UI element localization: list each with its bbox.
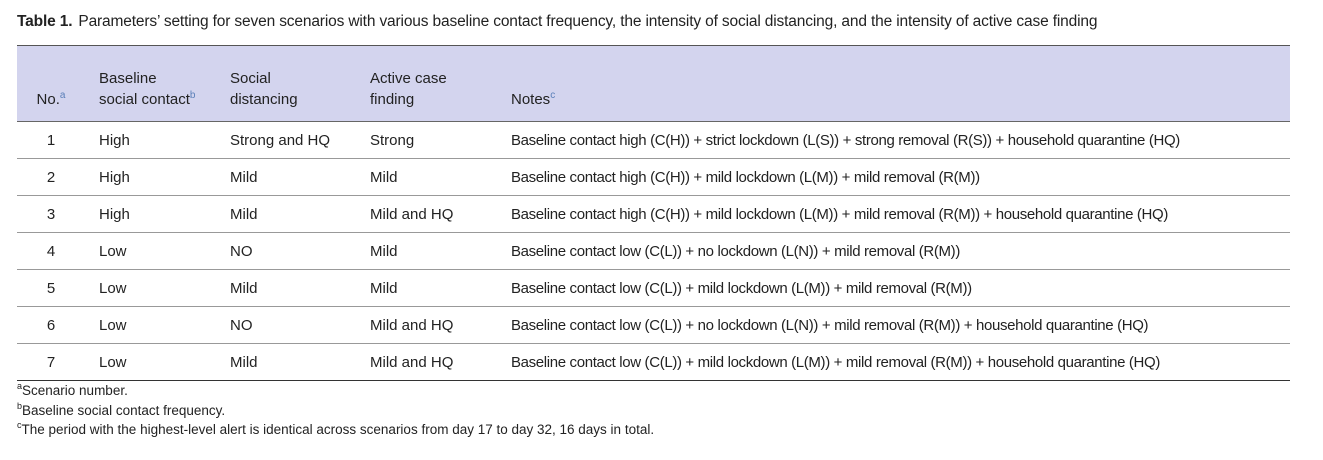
table-cell: 6: [17, 306, 85, 344]
footnote-marker: c: [550, 90, 556, 101]
footnote-marker: a: [59, 90, 66, 101]
caption: Table 1. Parameters’ setting for seven sc…: [17, 13, 1097, 31]
column-header: No.a: [17, 45, 85, 122]
footnote-text: The period with the highest-level alert …: [21, 422, 655, 437]
table-cell: Mild and HQ: [356, 195, 497, 233]
header-row: No.a Baseline social contactb Social distanc…: [17, 45, 1290, 122]
table-cell: Low: [85, 232, 218, 270]
table-cell: NO: [218, 232, 356, 270]
header-line: distancing: [230, 91, 298, 108]
table-row: 4 Low NO Mild Baseline contact low (C(L)) + …: [17, 232, 1290, 270]
table-row: 5 Low Mild Mild Baseline contact low (C(L)) …: [17, 269, 1290, 307]
table-cell: Baseline contact high (C(H)) + mild lock…: [497, 158, 1290, 196]
table-cell: 5: [17, 269, 85, 307]
table-row: 6 Low NO Mild and HQ Baseline contact low (C…: [17, 306, 1290, 344]
table-cell: NO: [218, 306, 356, 344]
footnote-mark: c: [17, 420, 22, 430]
table-cell: Baseline contact high (C(H)) + strict lo…: [497, 121, 1290, 159]
table-cell: Mild and HQ: [356, 306, 497, 344]
table-cell: Mild: [356, 269, 497, 307]
table-cell: Mild: [356, 232, 497, 270]
header-line: Notesc: [511, 90, 556, 109]
column-header: Notesc: [497, 45, 1290, 122]
table-cell: 4: [17, 232, 85, 270]
table-row: 7 Low Mild Mild and HQ Baseline contact low …: [17, 343, 1290, 381]
header-line: social contactb: [99, 90, 196, 109]
header-line: Baseline: [99, 70, 157, 87]
table-cell: High: [85, 158, 218, 196]
footnote-mark: b: [17, 400, 23, 411]
table-cell: Mild: [218, 195, 356, 233]
footnote: bBaseline social contact frequency.: [17, 400, 226, 418]
footnote: cThe period with the highest-level alert…: [17, 420, 655, 438]
table-cell: Low: [85, 343, 218, 381]
table-cell: Low: [85, 306, 218, 344]
table-cell: Baseline contact high (C(H)) + mild lock…: [497, 195, 1290, 233]
column-header: Baseline social contactb: [85, 45, 218, 122]
table-row: 2 High Mild Mild Baseline contact high (C(H)…: [17, 158, 1290, 196]
table-cell: High: [85, 195, 218, 233]
header-line: finding: [370, 91, 415, 108]
table-cell: Mild: [218, 269, 356, 307]
footnote: aScenario number.: [17, 381, 128, 399]
table-cell: 2: [17, 158, 85, 196]
table-label: Table 1.: [17, 13, 73, 30]
table-cell: 3: [17, 195, 85, 233]
footnote-text: Baseline social contact frequency.: [22, 402, 226, 418]
table-row: 3 High Mild Mild and HQ Baseline contact hig…: [17, 195, 1290, 233]
column-header: Active case finding: [356, 45, 497, 122]
table-caption: Parameters’ setting for seven scenarios …: [78, 13, 1098, 30]
table-cell: Mild: [356, 158, 497, 196]
table-cell: Low: [85, 269, 218, 307]
table-cell: Baseline contact low (C(L)) + no lockdow…: [497, 306, 1290, 344]
table-cell: Mild and HQ: [356, 343, 497, 381]
table-cell: Baseline contact low (C(L)) + no lockdow…: [497, 232, 1290, 270]
header-line: Active case: [370, 70, 447, 87]
table-cell: Strong: [356, 121, 497, 159]
header-line: Social: [230, 70, 271, 87]
table-body: 1 High Strong and HQ Strong Baseline contact…: [17, 121, 1290, 381]
table: No.a Baseline social contactb Social distanc…: [17, 45, 1290, 381]
table-cell: High: [85, 121, 218, 159]
table-cell: Strong and HQ: [218, 121, 356, 159]
footnote-mark: a: [17, 381, 23, 391]
table-cell: 7: [17, 343, 85, 381]
header-line: No.a: [36, 90, 66, 109]
column-header: Social distancing: [218, 45, 356, 122]
footnote-text: Scenario number.: [22, 383, 128, 398]
table-cell: Baseline contact low (C(L)) + mild lockd…: [497, 343, 1290, 381]
table-cell: 1: [17, 121, 85, 159]
table-cell: Mild: [218, 343, 356, 381]
table-row: 1 High Strong and HQ Strong Baseline contact…: [17, 121, 1290, 159]
table-cell: Baseline contact low (C(L)) + mild lockd…: [497, 269, 1290, 307]
table-cell: Mild: [218, 158, 356, 196]
footnote-marker: b: [189, 90, 196, 101]
